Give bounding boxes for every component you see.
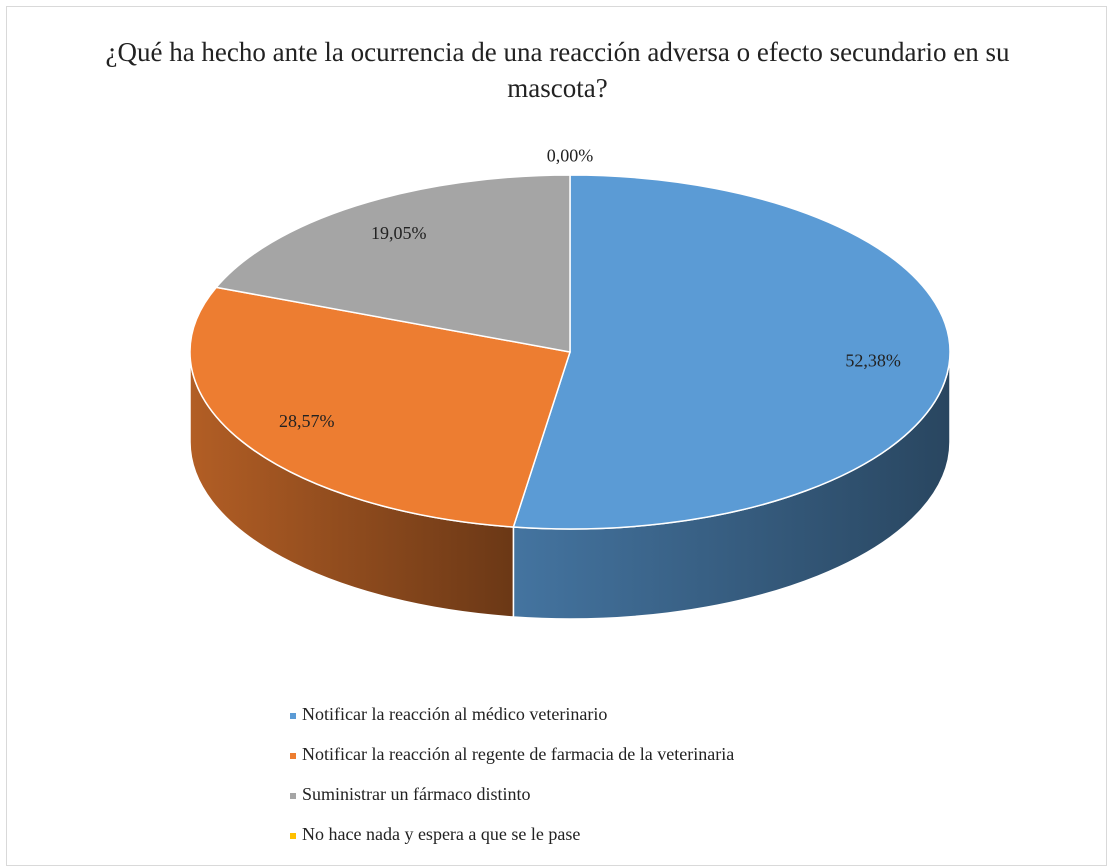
pie-slice (189, 286, 571, 528)
data-label: 19,05% (371, 223, 427, 243)
legend-label: No hace nada y espera a que se le pase (302, 824, 580, 844)
legend-marker (290, 713, 296, 719)
legend-marker (290, 753, 296, 759)
legend-label: Suministrar un fármaco distinto (302, 784, 530, 804)
pie-slice (214, 174, 571, 353)
legend-marker (290, 833, 296, 839)
data-label: 52,38% (845, 351, 901, 371)
pie-slice (512, 174, 951, 530)
legend-label: Notificar la reacción al regente de farm… (302, 744, 734, 764)
legend-label: Notificar la reacción al médico veterina… (302, 704, 607, 724)
chart-title: ¿Qué ha hecho ante la ocurrencia de una … (105, 37, 1010, 103)
legend-marker (290, 793, 296, 799)
data-label: 28,57% (279, 411, 335, 431)
data-label: 0,00% (547, 145, 594, 165)
